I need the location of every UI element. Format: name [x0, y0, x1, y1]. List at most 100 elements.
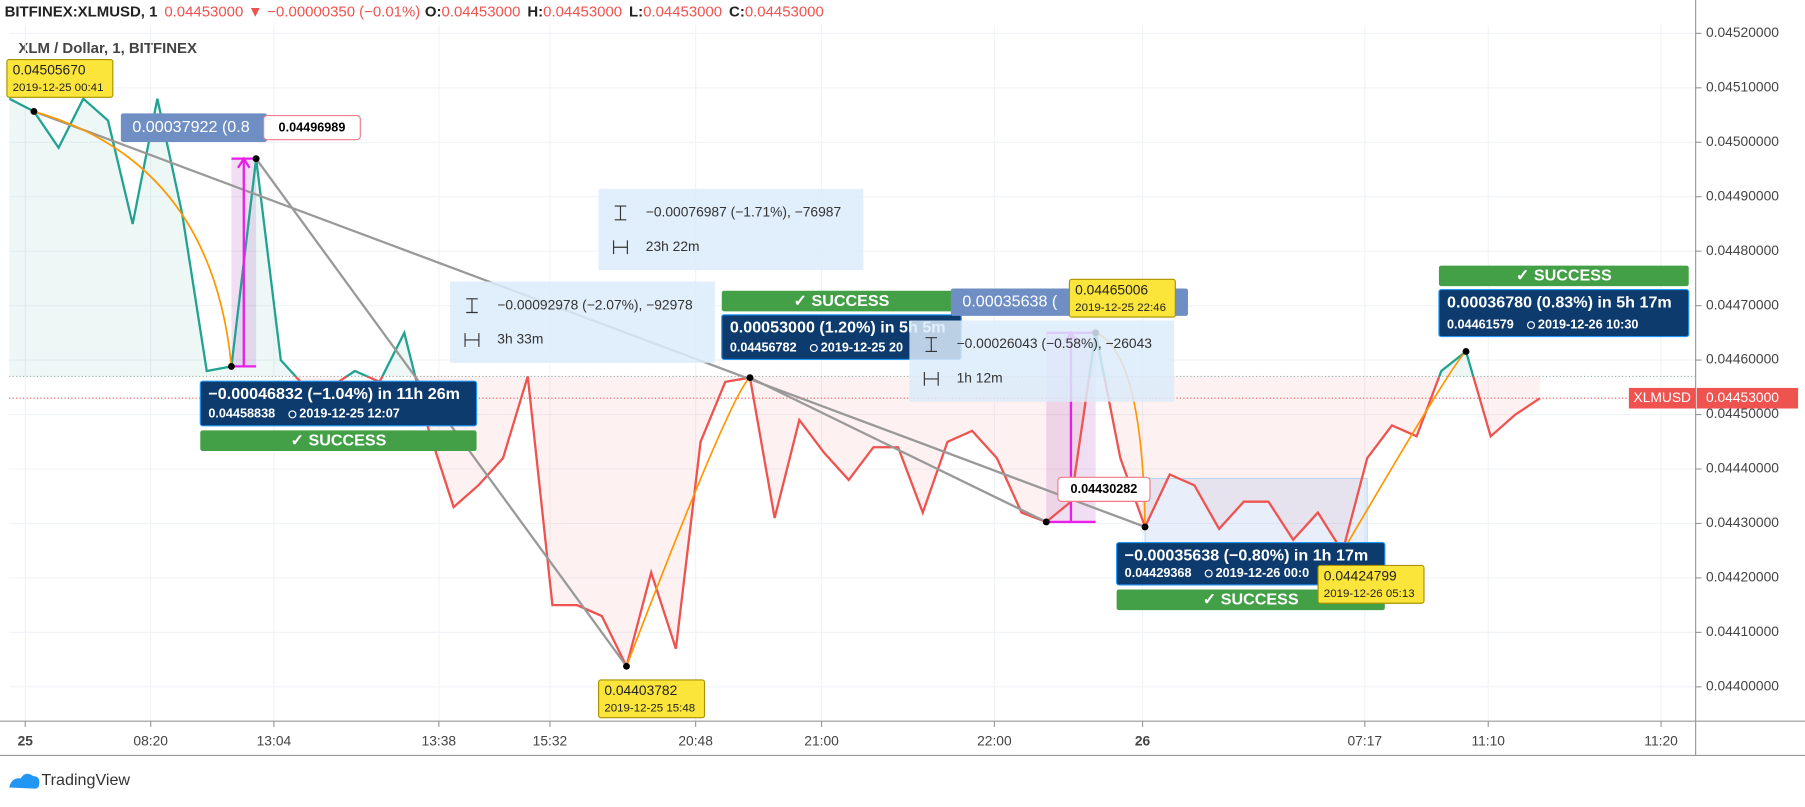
y-tick-label: 0.04460000	[1706, 352, 1779, 367]
change: −0.00000350 (−0.01%)	[267, 4, 420, 21]
range-change: −0.00092978 (−2.07%), −92978	[497, 297, 693, 312]
clock-icon	[288, 410, 297, 419]
range-change: −0.00026043 (−0.58%), −26043	[957, 336, 1153, 351]
price-tag-text: 0.04453000	[1706, 390, 1779, 405]
callout-time: 2019-12-26 05:13	[1324, 588, 1415, 600]
forecast-curve	[33, 110, 233, 367]
partial-text: 0.00035638 (	[962, 292, 1058, 310]
anchor-dot	[227, 362, 235, 370]
y-tick-label: 0.04410000	[1706, 624, 1779, 639]
status-box	[721, 290, 962, 312]
y-tick-label: 0.04450000	[1706, 406, 1779, 421]
ohlc-value: 0.04453000	[543, 4, 622, 21]
y-tick-label: 0.04500000	[1706, 134, 1779, 149]
measure-price: 0.04456782	[730, 340, 797, 354]
y-tick-label: 0.04440000	[1706, 461, 1779, 476]
price-note-text: 0.04496989	[279, 121, 346, 135]
clock-icon	[1526, 321, 1536, 330]
range-duration: 1h 12m	[957, 371, 1003, 386]
y-tick-label: 0.04520000	[1706, 25, 1779, 40]
measure-box	[1438, 289, 1690, 338]
y-tick-label: 0.04470000	[1706, 297, 1779, 312]
width-icon	[923, 372, 939, 386]
clock-icon	[809, 343, 818, 352]
clock-icon	[1204, 569, 1213, 578]
anchor-dot	[30, 107, 38, 115]
last-price: 0.04453000	[164, 4, 243, 21]
range-box	[598, 188, 864, 271]
callout-price: 0.04403782	[604, 683, 677, 698]
callout-price: 0.04424799	[1324, 569, 1397, 584]
x-tick-label: 07:17	[1347, 733, 1382, 748]
range-change: −0.00076987 (−1.71%), −76987	[646, 205, 841, 220]
ohlc-label: H:	[527, 4, 543, 21]
brand-name: TradingView	[41, 771, 130, 789]
y-tick-label: 0.04480000	[1706, 243, 1779, 258]
arrow-head	[237, 156, 251, 169]
width-icon	[464, 333, 480, 347]
measure-price: 0.04429368	[1125, 566, 1192, 580]
status-box	[200, 430, 477, 452]
symbol-tag-text: XLMUSD	[1633, 390, 1691, 405]
status-text: ✓ SUCCESS	[1516, 267, 1612, 285]
ohlc-label: C:	[729, 4, 745, 21]
callout-price: 0.04465006	[1075, 282, 1148, 297]
x-tick-label: 11:10	[1471, 733, 1505, 748]
range-box	[909, 320, 1175, 402]
partial-text: 0.00037922 (0.8	[132, 118, 249, 136]
anchor-dot	[1141, 523, 1149, 531]
chart-title: XLM / Dollar, 1, BITFINEX	[18, 40, 197, 57]
partial-box	[120, 113, 268, 142]
y-tick-label: 0.04420000	[1706, 570, 1779, 585]
price-note	[1057, 476, 1151, 502]
callout-time: 2019-12-25 00:41	[13, 82, 104, 94]
measure-time: 2019-12-25 20	[821, 340, 903, 354]
header: BITFINEX:XLMUSD, 1 0.04453000 ▼ −0.00000350…	[5, 4, 824, 21]
x-tick-label: 25	[18, 733, 34, 748]
price-note-text: 0.04430282	[1071, 482, 1138, 496]
x-tick-label: 13:38	[422, 733, 457, 748]
anchor-dot	[1462, 348, 1470, 355]
measure-time: 2019-12-26 00:0	[1216, 566, 1310, 580]
measure-text: 0.00053000 (1.20%) in 5h 5m	[730, 319, 946, 337]
callout-box	[1068, 278, 1176, 318]
x-tick-label: 26	[1135, 733, 1151, 748]
y-tick-label: 0.04510000	[1706, 79, 1779, 94]
height-icon	[614, 205, 627, 221]
symbol-tag	[1628, 387, 1696, 409]
callout-time: 2019-12-25 15:48	[604, 703, 695, 715]
callout-time: 2019-12-25 22:46	[1075, 302, 1166, 314]
ohlc-label: O:	[425, 4, 442, 21]
brand-logo	[9, 773, 40, 789]
ohlc-label: L:	[629, 4, 643, 21]
height-icon	[466, 298, 478, 314]
status-text: ✓ SUCCESS	[291, 432, 387, 450]
measure-box	[199, 380, 478, 427]
x-tick-label: 13:04	[257, 733, 292, 748]
measure-text: 0.00036780 (0.83%) in 5h 17m	[1447, 294, 1672, 312]
ohlc-value: 0.04453000	[441, 4, 520, 21]
x-tick-label: 08:20	[133, 733, 168, 748]
status-text: ✓ SUCCESS	[794, 292, 890, 310]
callout-price: 0.04505670	[13, 63, 86, 78]
height-icon	[925, 337, 938, 352]
y-tick-label: 0.04490000	[1706, 188, 1779, 203]
measure-price: 0.04461579	[1447, 317, 1514, 331]
range-box	[450, 281, 715, 363]
measure-text: −0.00046832 (−1.04%) in 11h 26m	[208, 385, 460, 403]
y-tick-label: 0.04430000	[1706, 515, 1779, 530]
trend-line	[749, 376, 1047, 523]
measure-time: 2019-12-25 12:07	[299, 407, 400, 421]
status-text: ✓ SUCCESS	[1203, 591, 1299, 609]
range-shade	[1144, 477, 1368, 553]
x-tick-label: 15:32	[533, 733, 568, 748]
measure-text: −0.00035638 (−0.80%) in 1h 17m	[1125, 547, 1369, 565]
y-tick-label: 0.04400000	[1706, 679, 1779, 694]
status-box	[1438, 265, 1689, 287]
x-tick-label: 22:00	[977, 733, 1012, 748]
x-tick-label: 11:20	[1644, 733, 1678, 748]
x-tick-label: 20:48	[678, 733, 713, 748]
price-tag	[1696, 387, 1799, 409]
width-icon	[612, 240, 628, 255]
